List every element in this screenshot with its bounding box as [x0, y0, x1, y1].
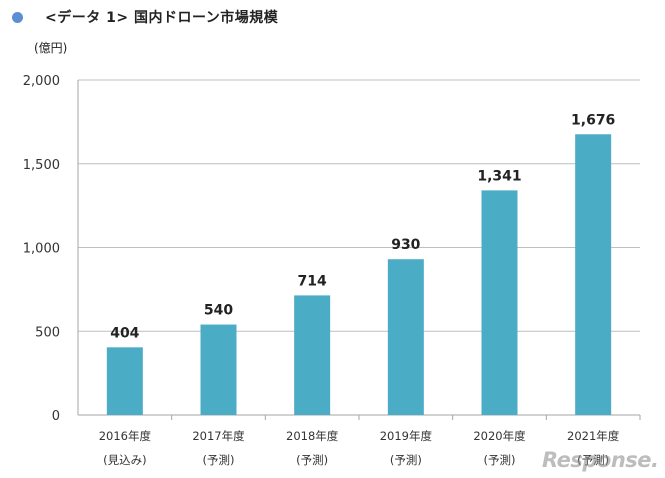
- x-tick-note-4: (予測): [484, 453, 516, 467]
- value-label-5: 1,676: [571, 112, 615, 128]
- watermark-text: Response.: [542, 448, 658, 472]
- y-tick-label-2000: 2,000: [23, 74, 60, 89]
- bar-0: [106, 347, 143, 415]
- value-label-4: 1,341: [477, 168, 521, 184]
- x-tick-label-5: 2021年度: [567, 429, 620, 443]
- x-tick-label-1: 2017年度: [192, 429, 245, 443]
- response-watermark-logo: Response.: [542, 448, 658, 472]
- bar-1: [200, 324, 237, 415]
- x-tick-label-3: 2019年度: [380, 429, 433, 443]
- chart-title: <データ 1> 国内ドローン市場規模: [45, 10, 279, 26]
- value-label-1: 540: [204, 303, 233, 319]
- bullet-dot-icon: [12, 11, 23, 23]
- bar-4: [481, 190, 518, 415]
- y-tick-label-1500: 1,500: [23, 158, 60, 173]
- x-tick-label-4: 2020年度: [473, 429, 526, 443]
- value-label-2: 714: [298, 273, 327, 289]
- bar-5: [575, 134, 612, 415]
- bar-3: [387, 259, 424, 415]
- y-tick-label-500: 500: [35, 325, 60, 340]
- x-tick-note-0: (見込み): [103, 453, 146, 467]
- x-tick-label-2: 2018年度: [286, 429, 339, 443]
- y-tick-label-1000: 1,000: [23, 242, 60, 257]
- x-tick-note-3: (予測): [390, 453, 422, 467]
- x-tick-note-5: (予測): [577, 453, 609, 467]
- x-tick-label-0: 2016年度: [99, 429, 152, 443]
- title-row: <データ 1> 国内ドローン市場規模: [12, 6, 278, 28]
- value-label-3: 930: [391, 237, 420, 253]
- y-tick-label-0: 0: [52, 409, 60, 424]
- x-tick-note-2: (予測): [296, 453, 328, 467]
- x-tick-note-1: (予測): [203, 453, 235, 467]
- y-axis-unit-label: (億円): [34, 41, 68, 55]
- value-label-0: 404: [110, 325, 139, 341]
- bar-2: [294, 295, 331, 415]
